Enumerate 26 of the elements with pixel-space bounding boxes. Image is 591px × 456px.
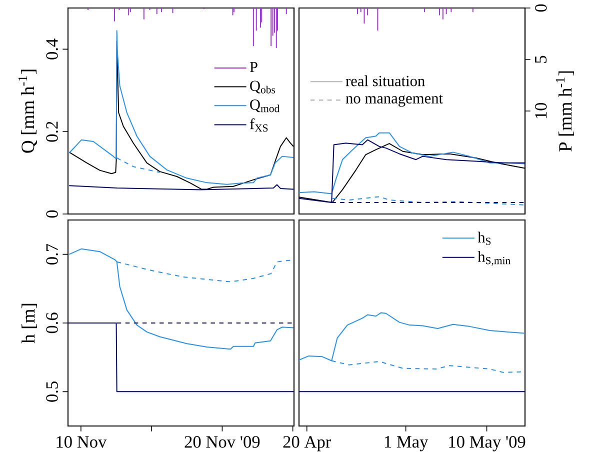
y2-axis-title: P [mm h$^{-1}$]	[556, 71, 574, 152]
line-series	[68, 248, 294, 350]
legend-label: h$_{S}$	[478, 232, 491, 245]
annotation: real situation	[346, 75, 425, 86]
y-tick-label: 0.6	[46, 312, 58, 334]
y-tick-label: 0.5	[46, 382, 58, 402]
x-tick-label: 1 May	[384, 436, 428, 452]
x-tick-label: 20 Nov '09	[184, 436, 260, 448]
y-tick-label: 0.7	[46, 244, 58, 264]
y2-tick-label: 5	[535, 56, 547, 63]
y-tick-label: 0	[46, 210, 58, 218]
y2-tick-label: 10	[535, 102, 547, 118]
legend-label: f$_{XS}$	[250, 118, 268, 132]
legend-label: h$_{S,min}$	[478, 251, 510, 266]
annotation: no management	[346, 94, 443, 107]
y-tick-label: 0.4	[46, 38, 58, 60]
x-tick-label: 20 Apr	[283, 436, 332, 452]
legend-label: Q$_{obs}$	[250, 80, 276, 94]
x-tick-label: 10 Nov	[56, 436, 107, 448]
legend-label: P	[250, 62, 258, 72]
y-tick-label: 0.2	[46, 122, 58, 142]
y-axis-title: Q [mm h$^{-1}$]	[18, 70, 38, 153]
y-axis-title: h [m]	[22, 304, 38, 344]
y2-tick-label: 0	[535, 4, 547, 12]
legend-label: Q$_{mod}$	[250, 100, 280, 112]
x-tick-label: 10 May '09	[449, 436, 526, 452]
